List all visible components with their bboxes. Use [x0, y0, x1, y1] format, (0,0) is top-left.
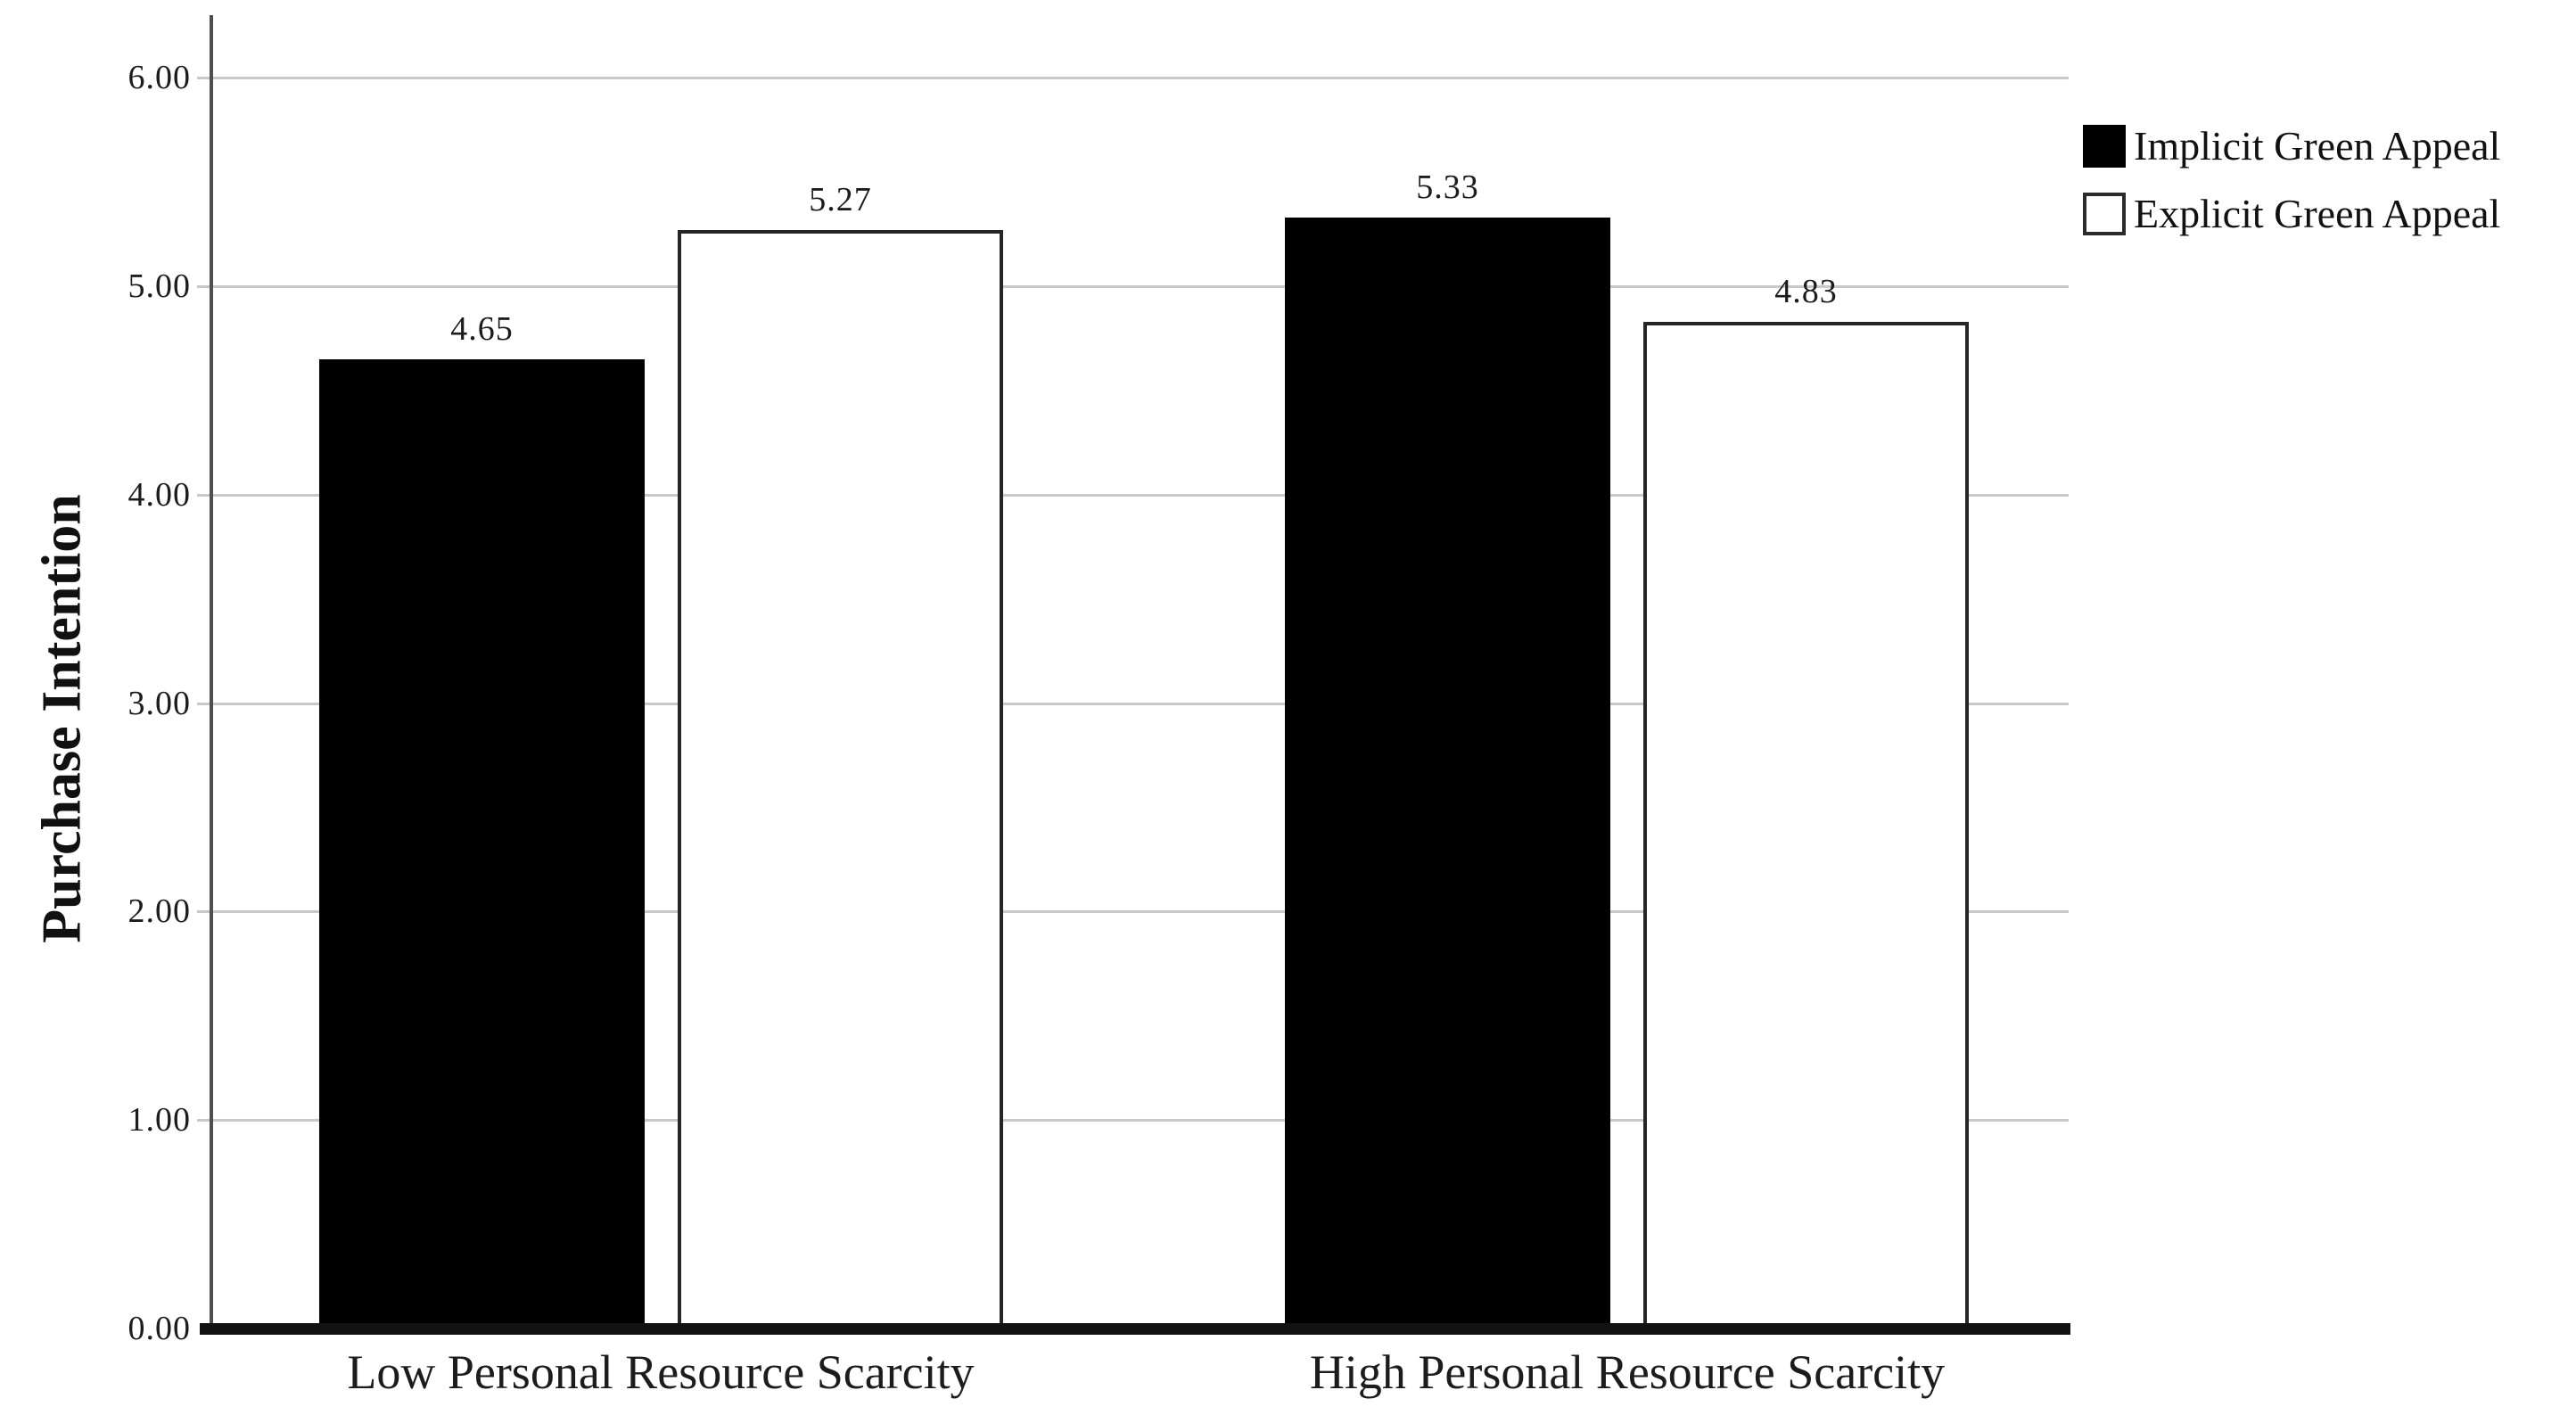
- y-tick-label: 2.00: [128, 892, 191, 931]
- legend-label: Implicit Green Appeal: [2134, 123, 2501, 169]
- y-tick-label: 0.00: [128, 1310, 191, 1347]
- bar-white-group2: [1643, 321, 1969, 1328]
- bar-black-group1: [319, 358, 645, 1328]
- gridline-y-2.00: [197, 910, 2069, 914]
- category-label-group1: Low Personal Resource Scarcity: [347, 1345, 975, 1399]
- bar-value-label: 5.27: [809, 180, 872, 218]
- gridline-y-3.00: [197, 702, 2069, 705]
- y-tick-label: 1.00: [128, 1101, 191, 1139]
- bar-value-label: 4.65: [450, 309, 514, 348]
- bar-white-group1: [678, 229, 1003, 1328]
- legend-label: Explicit Green Appeal: [2134, 191, 2501, 236]
- legend-swatch-white-icon: [2083, 193, 2126, 235]
- category-label-group2: High Personal Resource Scarcity: [1309, 1345, 1946, 1399]
- x-axis-baseline: [200, 1323, 2070, 1335]
- gridline-y-1.00: [197, 1119, 2069, 1123]
- bar-black-group2: [1285, 217, 1610, 1328]
- plot-area: 4.65 5.27 5.33 4.83: [197, 15, 2070, 1335]
- y-tick-label: 4.00: [128, 475, 191, 514]
- legend-item: Explicit Green Appeal: [2083, 191, 2500, 237]
- gridline-y-6.00: [197, 77, 2069, 80]
- y-tick-label: 3.00: [128, 684, 191, 722]
- bar-value-label: 4.83: [1774, 272, 1838, 310]
- y-tick-label: 5.00: [128, 267, 191, 305]
- legend: Implicit Green Appeal Explicit Green Appe…: [2083, 123, 2500, 259]
- gridline-y-5.00: [197, 284, 2069, 288]
- gridline-y-4.00: [197, 493, 2069, 497]
- y-tick-label: 6.00: [128, 59, 191, 97]
- legend-item: Implicit Green Appeal: [2083, 123, 2500, 169]
- legend-swatch-black-icon: [2083, 125, 2126, 168]
- y-axis-line: [210, 15, 213, 1328]
- bar-value-label: 5.33: [1416, 168, 1479, 206]
